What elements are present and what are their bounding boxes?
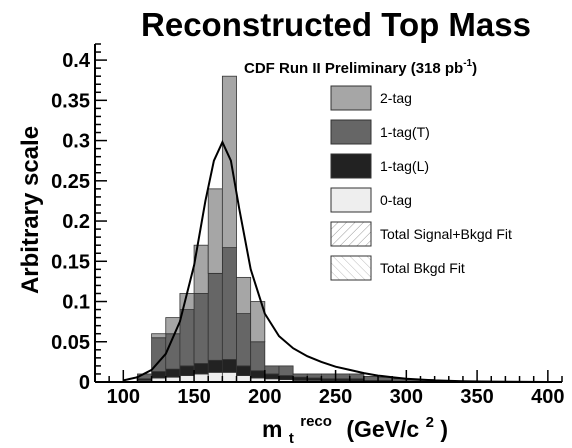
- bar: [278, 365, 294, 376]
- legend-swatch: [330, 85, 372, 111]
- x-axis-label-units: (GeV/c: [346, 416, 419, 442]
- bar: [321, 373, 336, 380]
- bar: [207, 272, 223, 361]
- bar: [363, 375, 379, 381]
- x-axis-label: m t reco (GeV/c 2 ): [262, 405, 448, 448]
- bar: [278, 375, 294, 380]
- legend-swatch: [330, 153, 372, 179]
- bar: [264, 373, 280, 380]
- bar: [193, 293, 209, 364]
- y-tick-label: 0.15: [51, 251, 90, 273]
- x-axis-label-units-sup: 2: [426, 414, 434, 431]
- legend-label: 1-tag(L): [380, 158, 429, 174]
- x-tick-label: 200: [248, 386, 281, 408]
- bar: [179, 365, 195, 376]
- bar: [250, 370, 266, 379]
- y-tick-label: 0.05: [51, 332, 90, 354]
- legend-swatch: [330, 187, 372, 213]
- bar: [151, 333, 167, 339]
- legend-swatch: [330, 221, 372, 247]
- legend-entry: 2-tag: [330, 85, 412, 111]
- bar: [207, 371, 223, 383]
- bar: [236, 276, 252, 314]
- y-tick-label: 0.4: [62, 50, 91, 72]
- bar: [151, 371, 167, 379]
- legend-entry: 0-tag: [330, 187, 412, 213]
- x-tick-label: 350: [460, 386, 493, 408]
- x-axis-label-sup: reco: [300, 413, 332, 430]
- legend-entry: 1-tag(T): [330, 119, 430, 145]
- chart-title: Reconstructed Top Mass: [141, 6, 531, 43]
- bar: [349, 373, 365, 380]
- bar: [221, 75, 237, 249]
- x-tick-label: 100: [107, 386, 140, 408]
- x-tick-label: 300: [390, 386, 423, 408]
- x-axis-label-main: m: [262, 416, 282, 442]
- bar: [165, 368, 181, 378]
- y-tick-label: 0.25: [51, 171, 90, 193]
- bar: [193, 373, 209, 383]
- bar: [292, 376, 308, 381]
- legend-swatch: [330, 255, 372, 281]
- legend-label: Total Bkgd Fit: [380, 260, 465, 276]
- y-tick-label: 0.3: [62, 131, 90, 153]
- legend-entry: Total Signal+Bkgd Fit: [330, 221, 512, 247]
- svg-text:m t reco: m t reco (GeV/c 2 ): [262, 405, 448, 448]
- bar: [236, 313, 252, 367]
- y-axis-label: Arbitrary scale: [17, 126, 44, 294]
- bar: [292, 373, 308, 378]
- bars-layer: [137, 75, 492, 383]
- x-tick-label: 250: [319, 386, 352, 408]
- bar: [221, 247, 237, 360]
- bar: [250, 301, 266, 343]
- legend-entry: 1-tag(L): [330, 153, 429, 179]
- legend-swatch: [330, 119, 372, 145]
- legend: CDF Run II Preliminary (318 pb-1) 2-tag 1-…: [244, 58, 512, 281]
- bar: [207, 359, 223, 373]
- legend-label: 1-tag(T): [380, 124, 430, 140]
- bar: [193, 363, 209, 375]
- legend-label: 2-tag: [380, 90, 412, 106]
- bar: [221, 359, 237, 373]
- fit-layer: [123, 139, 548, 383]
- bar: [335, 373, 351, 380]
- bar: [264, 365, 280, 375]
- legend-annotation: CDF Run II Preliminary (318 pb-1): [244, 58, 477, 77]
- legend-label: Total Signal+Bkgd Fit: [380, 226, 512, 242]
- bar: [221, 371, 237, 383]
- y-tick-label: 0.35: [51, 90, 90, 112]
- legend-label: 0-tag: [380, 192, 412, 208]
- legend-entry: Total Bkgd Fit: [330, 255, 465, 281]
- bar: [250, 341, 266, 372]
- bar: [236, 365, 252, 376]
- fit-curve: [123, 139, 548, 383]
- series-2-tag: [151, 75, 266, 343]
- x-tick-label: 400: [531, 386, 564, 408]
- axes-layer: 100 150 200 250 300 350 400 0 0.05 0.1 0.15 0.2 0.25…: [51, 43, 565, 408]
- y-tick-label: 0.1: [62, 292, 90, 314]
- x-axis-label-units-close: ): [440, 416, 448, 442]
- bar: [306, 373, 322, 379]
- y-tick-label: 0: [79, 372, 90, 394]
- bar: [207, 188, 223, 274]
- x-tick-label: 150: [177, 386, 210, 408]
- y-tick-label: 0.2: [62, 211, 90, 233]
- bar: [179, 309, 195, 367]
- x-axis-label-sub: t: [289, 430, 294, 447]
